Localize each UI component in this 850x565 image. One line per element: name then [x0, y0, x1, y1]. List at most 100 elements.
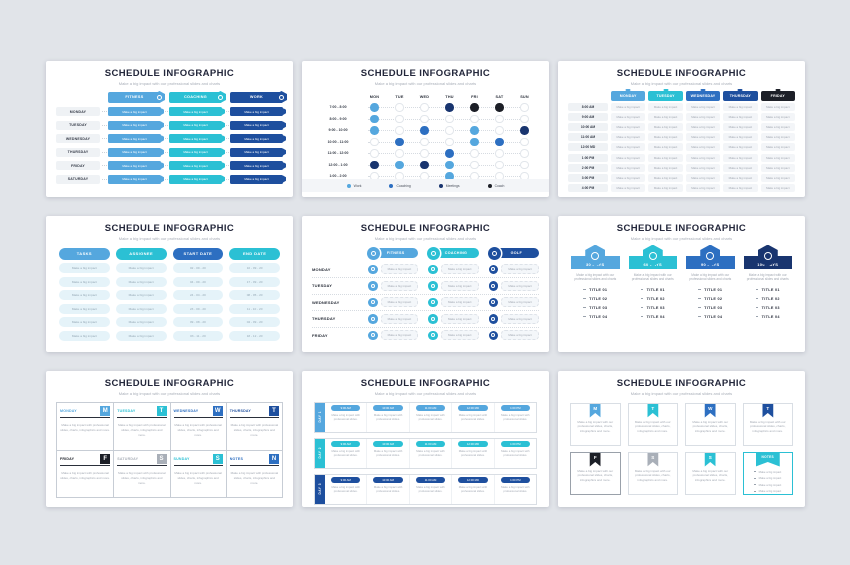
column-header: COACHING: [427, 246, 479, 260]
slot-card: 12:00 MD Make a big impact with professio…: [451, 474, 493, 504]
day-label: SUNDAY: [173, 456, 190, 461]
schedule-bar: Make a big impact: [108, 120, 164, 130]
slide-thumbnail-activity-rows[interactable]: SCHEDULE INFOGRAPHIC Make a big impact wi…: [302, 216, 549, 352]
time-label: 9:00 AM: [568, 112, 608, 121]
bullet-dash: [755, 316, 759, 318]
week-grid-cell: MONDAY M Make a big impact with profession…: [57, 403, 113, 450]
note-list-item: Make a big impact: [747, 469, 790, 476]
day-label: MONDAY: [312, 266, 331, 272]
slide-thumbnail-days-columns[interactable]: SCHEDULE INFOGRAPHIC Make a big impact wi…: [558, 216, 805, 352]
title-label: TITLE 02: [589, 296, 608, 301]
day-row: WEDNESDAY Make a big impact Make a big imp…: [312, 295, 539, 311]
target-icon: [763, 251, 772, 260]
empty-dot: [395, 114, 404, 123]
whistle-icon: [431, 250, 437, 256]
dotted-connector: [101, 138, 107, 139]
note-text: Make a big impact: [758, 489, 782, 494]
slide-thumbnail-ribbon-table[interactable]: SCHEDULE INFOGRAPHIC Make a big impact wi…: [558, 61, 805, 197]
bar-end-hexagon: [158, 135, 164, 142]
bar-end-hexagon: [280, 175, 286, 183]
slide-thumbnail-ribbon-cards[interactable]: SCHEDULE INFOGRAPHIC Make a big impact wi…: [558, 371, 805, 507]
empty-dot: [470, 149, 479, 158]
title-label: TITLE 02: [704, 296, 723, 301]
title-list-item: TITLE 04: [698, 312, 722, 321]
table-header-pill: START DATE: [172, 247, 224, 260]
slide-thumbnail-weekly-bars[interactable]: SCHEDULE INFOGRAPHIC Make a big impact wi…: [46, 61, 293, 197]
whistle-icon: [218, 94, 223, 100]
activity-cell: Make a big impact: [488, 297, 539, 308]
column-header-label: MONDAY: [619, 93, 637, 98]
dumbbell-icon: [367, 246, 380, 260]
bar-end-hexagon: [158, 162, 164, 169]
day-label: MONDAY: [56, 107, 100, 116]
weekly-bars-grid: FITNESS COACHING WORK MONDAY Make a big impa…: [56, 91, 287, 184]
day-row: MONDAY Make a big impact Make a big impact…: [312, 262, 539, 278]
dotted-connector: [101, 111, 107, 112]
day-row: TUESDAY Make a big impact Make a big impac…: [312, 278, 539, 295]
schedule-bar: Make a big impact: [169, 161, 225, 170]
table-cell: Make a big impact: [760, 102, 795, 111]
time-row: 11:00 - 12:00: [314, 148, 537, 160]
activity-dot: [368, 330, 378, 340]
bar-end-hexagon: [219, 108, 225, 115]
day-agenda: DAY 1 9:00 AM Make a big impact with profe…: [314, 401, 537, 505]
activity-dot: [470, 137, 479, 146]
schedule-bar-text: Make a big impact: [122, 163, 147, 168]
notes-ribbon: NOTES: [755, 452, 780, 467]
day-label: FRIDAY: [60, 456, 75, 461]
table-header-pill: TASKS: [59, 247, 110, 260]
table-cell: Make a big impact: [760, 174, 795, 182]
slide-thumbnail-week-grid[interactable]: SCHEDULE INFOGRAPHIC Make a big impact wi…: [46, 371, 293, 507]
slide-thumbnail-task-table[interactable]: SCHEDULE INFOGRAPHIC Make a big impact wi…: [46, 216, 293, 352]
time-label: 1:00 PM: [568, 153, 608, 162]
title-label: TITLE 04: [646, 314, 665, 319]
task-table: TASKS ASSIGNEE START DATE END DATE Make a bi…: [59, 247, 280, 341]
cell-header: WEDNESDAY W: [173, 405, 223, 418]
activity-text-pill: Make a big impact: [380, 280, 419, 291]
table-cell: Make a big impact: [648, 153, 683, 162]
bar-end-hexagon: [280, 135, 286, 142]
ribbon-card: T Make a big impact with our professional…: [627, 402, 678, 446]
title-label: TITLE 03: [646, 305, 665, 310]
day-letter-tile: S: [156, 453, 167, 464]
milestone-description: Make a big impact with our professional …: [574, 272, 617, 282]
activity-dot: [370, 114, 379, 123]
golf-ball-icon: [491, 250, 497, 256]
dot-matrix: MON TUE WED THU FRI SAT SUN 7:00 - 8:00 8:00 - 9…: [314, 92, 537, 183]
day-tab: DAY 3: [315, 474, 325, 504]
slot-description: Make a big impact with professional slid…: [331, 413, 360, 422]
title-list-item: TITLE 01: [583, 285, 607, 294]
slot-card: 1:00 PM Make a big impact with profession…: [493, 402, 536, 432]
slot-description: Make a big impact with professional slid…: [416, 449, 445, 458]
cell-header: MONDAY M: [60, 405, 111, 418]
table-cell: Make a big impact: [611, 174, 646, 182]
legend-item: Coach: [487, 183, 504, 188]
dotted-connector: [162, 178, 168, 180]
ribbon-card: S Make a big impact with our professional…: [685, 451, 736, 495]
slide-grid: SCHEDULE INFOGRAPHIC Make a big impact wi…: [46, 61, 805, 507]
slot-time-pill: 12:00 MD: [458, 477, 488, 483]
day-row: WEDNESDAY Make a big impact Make a big imp…: [56, 134, 286, 143]
slot-card: 12:00 MD Make a big impact with professio…: [451, 402, 493, 432]
bullet-dash: [754, 477, 757, 479]
table-cell: Make a big impact: [760, 123, 795, 132]
note-list-item: Make a big impact: [747, 482, 790, 489]
weekday-label: FRI: [471, 94, 478, 99]
activity-dot: [368, 314, 378, 324]
ribbon-card: M Make a big impact with our professional…: [570, 402, 621, 446]
schedule-bar-text: Make a big impact: [122, 123, 147, 127]
day-row: TUESDAY Make a big impact Make a big impac…: [56, 120, 286, 130]
activity-text-pill: Make a big impact: [501, 264, 539, 275]
title-list-item: TITLE 02: [583, 294, 607, 303]
slide-thumbnail-dot-matrix[interactable]: SCHEDULE INFOGRAPHIC Make a big impact wi…: [302, 61, 549, 197]
table-cell-pill: Make a big impact: [115, 263, 167, 273]
week-grid-cell: NOTES N Make a big impact with professiona…: [225, 449, 282, 497]
slot-card: 1:00 PM Make a big impact with profession…: [493, 474, 536, 504]
table-cell: Make a big impact: [648, 174, 683, 182]
day-letter-tile: F: [100, 453, 111, 464]
table-cell-pill: 24 - 04 - 20: [172, 290, 224, 300]
user-icon: [706, 251, 715, 260]
slide-thumbnail-day-agenda[interactable]: SCHEDULE INFOGRAPHIC Make a big impact wi…: [302, 371, 549, 507]
activity-cell: Make a big impact: [428, 297, 479, 308]
